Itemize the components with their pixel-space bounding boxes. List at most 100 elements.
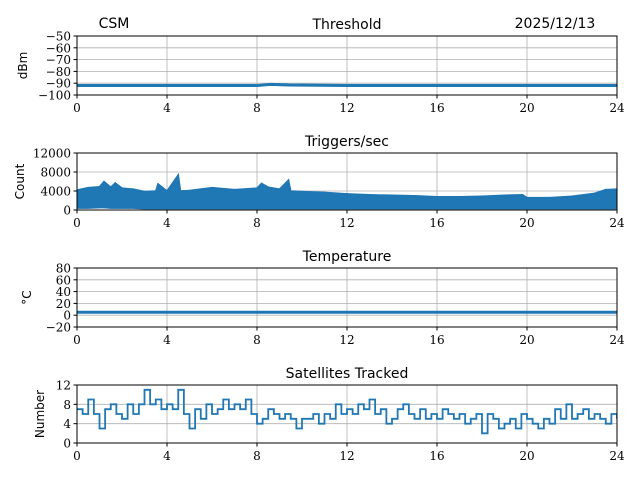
data-point [104, 408, 106, 410]
y-tick-label: 4 [63, 417, 71, 431]
data-point [301, 190, 303, 193]
data-point [114, 182, 117, 184]
data-point [166, 403, 168, 405]
header-left-label: CSM [99, 16, 130, 32]
data-point [284, 413, 286, 415]
axes-frame [76, 384, 618, 444]
data-point [287, 84, 290, 86]
data-point [115, 413, 117, 415]
data-point [599, 418, 601, 420]
data-point [205, 403, 207, 405]
data-point [87, 398, 89, 401]
x-tick-label: 12 [339, 216, 354, 230]
data-point [503, 194, 506, 197]
data-point [340, 413, 342, 415]
data-point [458, 195, 461, 198]
data-point [132, 188, 135, 190]
data-point [368, 194, 371, 196]
data-point [239, 408, 241, 410]
data-point [532, 423, 534, 425]
data-point [228, 408, 230, 410]
data-point [470, 418, 472, 420]
data-point [413, 418, 416, 420]
x-tick-label: 0 [73, 449, 81, 463]
x-tick-label: 24 [609, 449, 625, 463]
data-point [273, 413, 275, 415]
data-point [357, 403, 359, 405]
data-point [183, 413, 185, 415]
x-tick-label: 4 [163, 333, 171, 347]
y-tick-label: 12 [56, 379, 71, 393]
y-tick-label: 40 [56, 285, 71, 299]
data-point [588, 418, 590, 420]
data-point [352, 413, 354, 415]
data-point [436, 84, 438, 87]
data-point [194, 408, 196, 410]
data-point [177, 389, 179, 391]
y-tick-label: −50 [46, 30, 71, 44]
x-tick-label: 24 [609, 333, 625, 347]
y-tick-label: 12000 [33, 147, 71, 161]
data-point [346, 84, 348, 87]
y-tick-label: −100 [38, 89, 71, 103]
data-point [132, 413, 134, 415]
data-point [554, 408, 556, 410]
x-tick-label: 20 [519, 101, 534, 115]
data-point [93, 413, 95, 415]
data-point [307, 418, 309, 420]
data-point [565, 403, 567, 405]
data-point [110, 403, 112, 405]
y-tick-label: −80 [46, 65, 71, 79]
x-tick-label: 8 [253, 449, 261, 463]
x-tick-label: 8 [253, 216, 261, 230]
data-point [391, 418, 393, 420]
data-point [515, 427, 517, 430]
data-point [492, 418, 494, 420]
data-point [98, 185, 101, 188]
y-tick-label: 20 [56, 297, 71, 311]
panel-satellites-tracked: Satellites Tracked 0 4 8 12 16 20 24 0 4 8 12 Number [33, 366, 625, 463]
x-tick-label: 0 [73, 333, 81, 347]
data-point [143, 389, 146, 391]
y-axis-label: °C [20, 290, 34, 304]
data-point [143, 190, 146, 193]
panel-title: Temperature [302, 249, 392, 265]
data-point [233, 188, 236, 191]
data-point [211, 413, 213, 415]
series-group [77, 172, 617, 210]
data-point [155, 398, 157, 401]
data-point [346, 408, 348, 410]
data-point [121, 418, 123, 420]
data-point [458, 413, 461, 415]
data-point [166, 84, 168, 87]
x-tick-label: 16 [429, 101, 444, 115]
data-point [318, 423, 320, 425]
data-point [610, 413, 612, 415]
y-tick-label: 60 [56, 273, 71, 287]
data-point [481, 432, 483, 434]
y-tick-label: 0 [63, 309, 71, 323]
data-point [233, 403, 236, 405]
data-point [413, 194, 416, 197]
data-point [87, 186, 90, 189]
data-point [430, 413, 432, 415]
data-point [442, 408, 444, 410]
x-tick-label: 12 [339, 333, 354, 347]
data-point [103, 180, 105, 183]
x-tick-label: 0 [73, 216, 81, 230]
x-tick-label: 16 [429, 333, 444, 347]
data-point [295, 427, 297, 430]
data-point [447, 413, 449, 415]
data-point [177, 174, 180, 176]
data-point [346, 193, 348, 195]
data-point [301, 418, 303, 420]
data-point [464, 423, 466, 425]
data-point [127, 403, 129, 405]
axes-frame [76, 267, 618, 328]
data-point [262, 418, 264, 420]
x-tick-label: 4 [163, 216, 171, 230]
x-tick-label: 4 [163, 449, 171, 463]
